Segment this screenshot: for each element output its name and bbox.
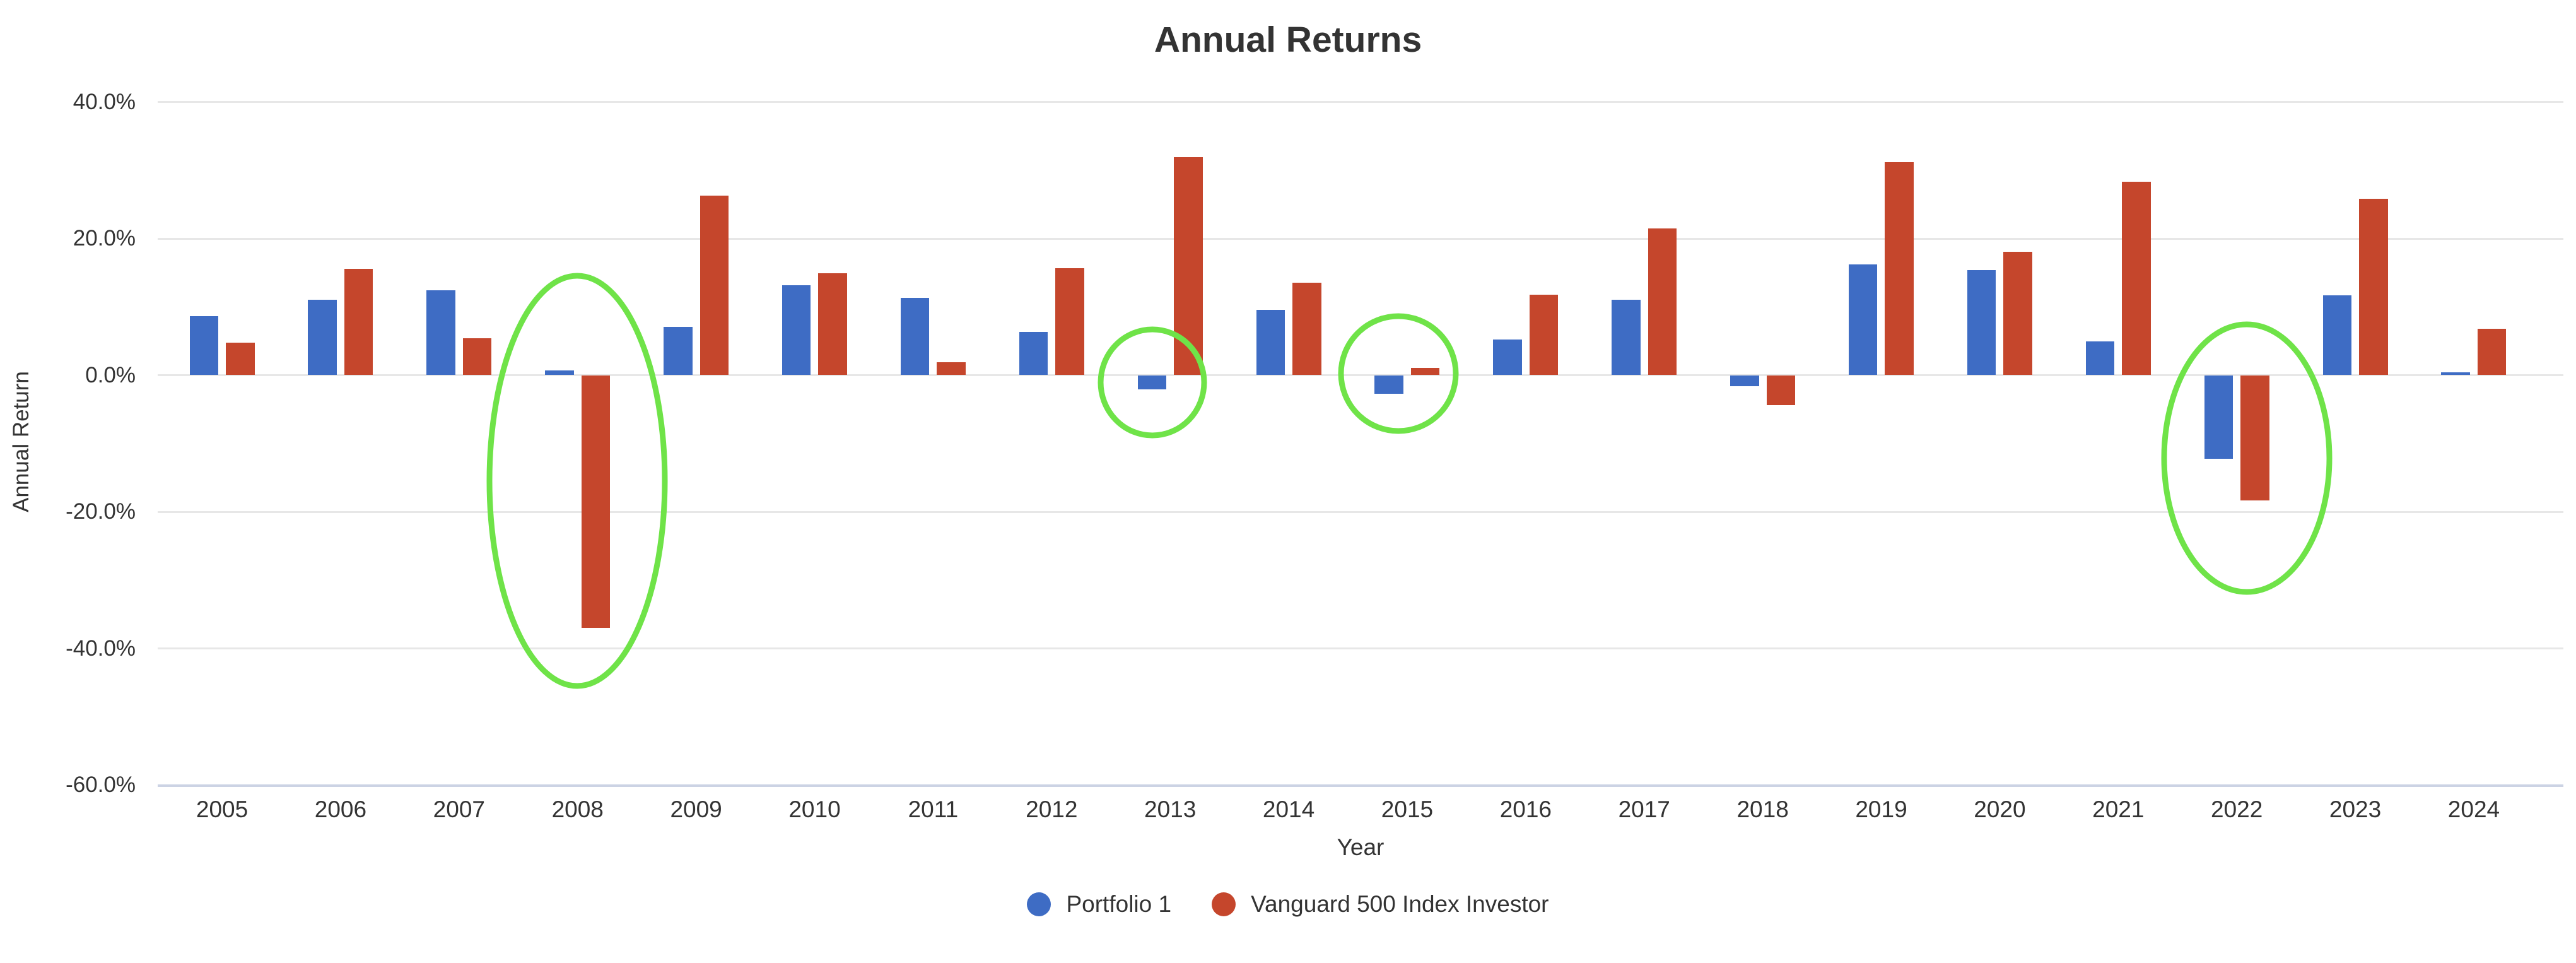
x-tick-label-2011: 2011 <box>908 796 959 822</box>
highlight-ellipse-2008 <box>486 273 668 689</box>
y-tick-label: -60.0% <box>66 772 136 797</box>
x-tick-label-2020: 2020 <box>1974 796 2026 822</box>
bar-vanguard-500-2015[interactable] <box>1410 367 1440 375</box>
bar-vanguard-500-2017[interactable] <box>1648 228 1677 375</box>
bar-vanguard-500-2016[interactable] <box>1529 294 1559 375</box>
bar-vanguard-500-2008[interactable] <box>581 375 611 629</box>
x-tick-label-2005: 2005 <box>196 796 249 822</box>
x-tick-label-2012: 2012 <box>1026 796 1078 822</box>
bar-portfolio-1-2020[interactable] <box>1967 269 1996 375</box>
bar-portfolio-1-2007[interactable] <box>426 290 455 375</box>
gridline <box>158 237 2563 240</box>
bar-portfolio-1-2017[interactable] <box>1612 300 1641 375</box>
bar-vanguard-500-2012[interactable] <box>1055 268 1084 375</box>
y-tick-label: 40.0% <box>73 89 136 114</box>
bar-portfolio-1-2012[interactable] <box>1019 332 1048 375</box>
bar-portfolio-1-2022[interactable] <box>2204 375 2234 459</box>
legend: Portfolio 1 Vanguard 500 Index Investor <box>0 891 2576 918</box>
portfolio-1-swatch-icon <box>1027 892 1051 916</box>
y-tick-label: -20.0% <box>66 499 136 524</box>
x-tick-label-2024: 2024 <box>2447 796 2500 822</box>
bar-vanguard-500-2011[interactable] <box>937 362 966 375</box>
legend-label: Portfolio 1 <box>1066 891 1172 917</box>
bar-vanguard-500-2010[interactable] <box>818 273 847 375</box>
x-tick-label-2008: 2008 <box>551 796 604 822</box>
bar-portfolio-1-2006[interactable] <box>308 300 337 375</box>
vanguard-500-swatch-icon <box>1212 892 1236 916</box>
bar-vanguard-500-2007[interactable] <box>462 338 492 375</box>
bar-portfolio-1-2014[interactable] <box>1256 309 1285 375</box>
bar-vanguard-500-2019[interactable] <box>1885 162 1914 375</box>
y-axis-title: Annual Return <box>9 371 33 512</box>
x-tick-label-2015: 2015 <box>1381 796 1434 822</box>
bar-portfolio-1-2008[interactable] <box>545 370 574 375</box>
legend-item-portfolio-1: Portfolio 1 <box>1027 891 1171 918</box>
x-tick-label-2010: 2010 <box>788 796 841 822</box>
bar-vanguard-500-2020[interactable] <box>2003 251 2032 375</box>
bar-portfolio-1-2005[interactable] <box>189 316 218 375</box>
bar-vanguard-500-2024[interactable] <box>2477 328 2507 375</box>
bar-portfolio-1-2015[interactable] <box>1374 375 1403 394</box>
bar-portfolio-1-2013[interactable] <box>1137 375 1167 390</box>
y-tick-label: 0.0% <box>85 362 136 387</box>
gridline <box>158 647 2563 649</box>
gridline <box>158 101 2563 103</box>
bar-vanguard-500-2021[interactable] <box>2122 182 2151 375</box>
bar-vanguard-500-2023[interactable] <box>2359 199 2388 375</box>
x-tick-label-2021: 2021 <box>2092 796 2145 822</box>
x-tick-label-2014: 2014 <box>1262 796 1315 822</box>
x-tick-label-2013: 2013 <box>1144 796 1197 822</box>
y-tick-label: -40.0% <box>66 635 136 661</box>
x-tick-label-2016: 2016 <box>1499 796 1552 822</box>
x-tick-label-2023: 2023 <box>2329 796 2382 822</box>
x-axis-line <box>158 784 2563 787</box>
x-tick-label-2009: 2009 <box>670 796 722 822</box>
bar-portfolio-1-2019[interactable] <box>1848 264 1878 375</box>
chart-title: Annual Returns <box>1154 20 1422 60</box>
bar-vanguard-500-2014[interactable] <box>1292 283 1321 375</box>
bar-vanguard-500-2018[interactable] <box>1766 375 1796 406</box>
x-tick-label-2006: 2006 <box>314 796 367 822</box>
y-tick-label: 20.0% <box>73 226 136 251</box>
x-tick-label-2019: 2019 <box>1855 796 1907 822</box>
legend-item-vanguard-500: Vanguard 500 Index Investor <box>1212 891 1549 918</box>
x-axis-title: Year <box>1337 834 1385 860</box>
bar-portfolio-1-2016[interactable] <box>1493 340 1522 375</box>
bar-vanguard-500-2009[interactable] <box>700 195 729 375</box>
gridline <box>158 374 2563 376</box>
bar-portfolio-1-2023[interactable] <box>2322 295 2352 375</box>
bar-portfolio-1-2021[interactable] <box>2085 341 2115 375</box>
bar-portfolio-1-2018[interactable] <box>1730 375 1759 386</box>
x-tick-label-2018: 2018 <box>1736 796 1789 822</box>
x-tick-label-2007: 2007 <box>433 796 485 822</box>
x-tick-label-2017: 2017 <box>1618 796 1670 822</box>
x-tick-label-2022: 2022 <box>2211 796 2263 822</box>
bar-vanguard-500-2006[interactable] <box>344 268 373 375</box>
bar-vanguard-500-2013[interactable] <box>1174 157 1203 375</box>
bar-vanguard-500-2022[interactable] <box>2240 375 2269 500</box>
bar-portfolio-1-2009[interactable] <box>664 326 693 375</box>
bar-portfolio-1-2024[interactable] <box>2441 372 2470 375</box>
legend-label: Vanguard 500 Index Investor <box>1251 891 1549 917</box>
bar-portfolio-1-2010[interactable] <box>782 285 811 375</box>
gridline <box>158 511 2563 513</box>
bar-portfolio-1-2011[interactable] <box>900 298 930 375</box>
bar-vanguard-500-2005[interactable] <box>226 342 255 375</box>
